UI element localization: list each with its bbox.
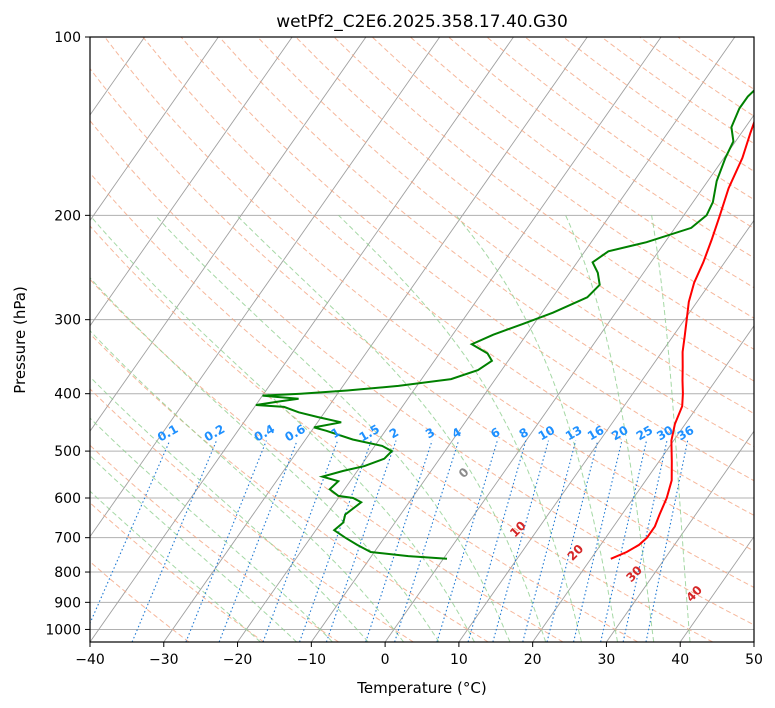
isotherm-line bbox=[384, 114, 754, 642]
moist-adiabat-line bbox=[236, 214, 547, 642]
y-axis-title: Pressure (hPa) bbox=[11, 286, 29, 394]
dry-adiabat-line bbox=[90, 67, 754, 589]
temperature-profile bbox=[610, 119, 754, 560]
mixing-ratio-line bbox=[467, 440, 527, 642]
y-tick-label: 800 bbox=[54, 565, 81, 581]
isotherm-lines bbox=[90, 37, 754, 642]
isotherm-line bbox=[90, 37, 219, 222]
x-tick-label: 50 bbox=[745, 652, 763, 668]
y-tick-label: 1000 bbox=[45, 622, 81, 638]
moist-adiabat-line bbox=[90, 376, 369, 642]
x-tick-label: 0 bbox=[381, 652, 390, 668]
isotherm-line bbox=[90, 37, 367, 432]
mixing-ratio-line bbox=[365, 440, 433, 642]
plot-frame bbox=[89, 36, 755, 643]
mixing-ratio-line bbox=[131, 440, 218, 642]
chart-title: wetPf2_C2E6.2025.358.17.40.G30 bbox=[276, 12, 568, 32]
mixing-ratio-lines bbox=[90, 440, 689, 642]
mixing-ratio-line bbox=[436, 440, 498, 642]
isotherm-line bbox=[90, 37, 514, 642]
y-tick-label: 600 bbox=[54, 491, 81, 507]
x-axis-title: Temperature (°C) bbox=[356, 679, 486, 697]
dry-adiabats bbox=[90, 37, 754, 642]
dry-adiabat-line bbox=[90, 278, 564, 642]
dry-adiabat-line bbox=[90, 388, 414, 642]
dry-adiabat-line bbox=[90, 172, 713, 642]
x-tick-label: −40 bbox=[75, 652, 105, 668]
moist-adiabat-line bbox=[455, 214, 618, 642]
moist-adiabat-line bbox=[90, 214, 475, 642]
dry-adiabat-line bbox=[90, 119, 754, 626]
isotherm-line bbox=[458, 219, 754, 642]
isotherm-line bbox=[679, 535, 754, 642]
mixing-ratio-line bbox=[394, 440, 460, 642]
dry-adiabat-line bbox=[180, 37, 754, 482]
mixing-ratio-line bbox=[185, 440, 267, 642]
moist-adiabat-line bbox=[565, 215, 655, 642]
moist-adiabat-line bbox=[651, 215, 691, 642]
x-tick-label: 40 bbox=[671, 652, 689, 668]
sounding-profiles bbox=[255, 89, 754, 560]
moist-adiabat-line bbox=[90, 490, 261, 642]
mixing-ratio-line bbox=[90, 440, 171, 625]
mixing-ratio-line bbox=[600, 440, 648, 642]
mixing-ratio-line bbox=[546, 440, 599, 642]
x-tick-label: 30 bbox=[598, 652, 616, 668]
isobar-gridlines bbox=[90, 37, 754, 630]
mixing-ratio-line bbox=[573, 440, 623, 642]
isotherm-line bbox=[90, 37, 441, 538]
moist-adiabat-line bbox=[154, 214, 511, 642]
x-tick-label: −30 bbox=[149, 652, 179, 668]
dry-adiabat-line bbox=[410, 37, 754, 289]
x-tick-label: 10 bbox=[450, 652, 468, 668]
moist-adiabat-line bbox=[90, 277, 440, 642]
x-tick-label: 20 bbox=[524, 652, 542, 668]
isotherm-line bbox=[606, 430, 754, 642]
dry-adiabat-line bbox=[371, 37, 754, 319]
moist-adiabats bbox=[90, 214, 691, 642]
mixing-ratio-line bbox=[522, 440, 577, 642]
y-tick-label: 500 bbox=[54, 444, 81, 460]
moist-adiabat-line bbox=[90, 330, 405, 642]
dewpoint-profile bbox=[255, 89, 754, 560]
moist-adiabat-line bbox=[338, 214, 582, 642]
y-tick-label: 100 bbox=[54, 30, 81, 46]
isotherm-line bbox=[237, 37, 662, 642]
isotherm-line bbox=[532, 325, 754, 642]
dry-adiabat-line bbox=[104, 37, 754, 552]
y-tick-label: 400 bbox=[54, 387, 81, 403]
x-axis: −40 −30 −20 −10 0 10 20 30 40 50 bbox=[75, 642, 763, 668]
dry-adiabat-line bbox=[142, 37, 754, 516]
y-tick-label: 900 bbox=[54, 595, 81, 611]
y-tick-label: 300 bbox=[54, 313, 81, 329]
dry-adiabat-line bbox=[218, 37, 754, 448]
dry-adiabat-line bbox=[90, 561, 190, 642]
y-tick-label: 200 bbox=[54, 208, 81, 224]
moist-adiabat-line bbox=[90, 455, 297, 642]
dry-adiabat-line bbox=[90, 333, 489, 642]
x-tick-label: −10 bbox=[297, 652, 327, 668]
isotherm-line bbox=[90, 37, 293, 327]
y-tick-label: 700 bbox=[54, 531, 81, 547]
y-axis: 100 200 300 400 500 600 700 800 900 1000 bbox=[45, 30, 90, 638]
dry-adiabat-line bbox=[333, 37, 754, 350]
x-tick-label: −20 bbox=[223, 652, 253, 668]
isotherm-line bbox=[163, 37, 588, 642]
mixing-ratio-line bbox=[492, 440, 549, 642]
